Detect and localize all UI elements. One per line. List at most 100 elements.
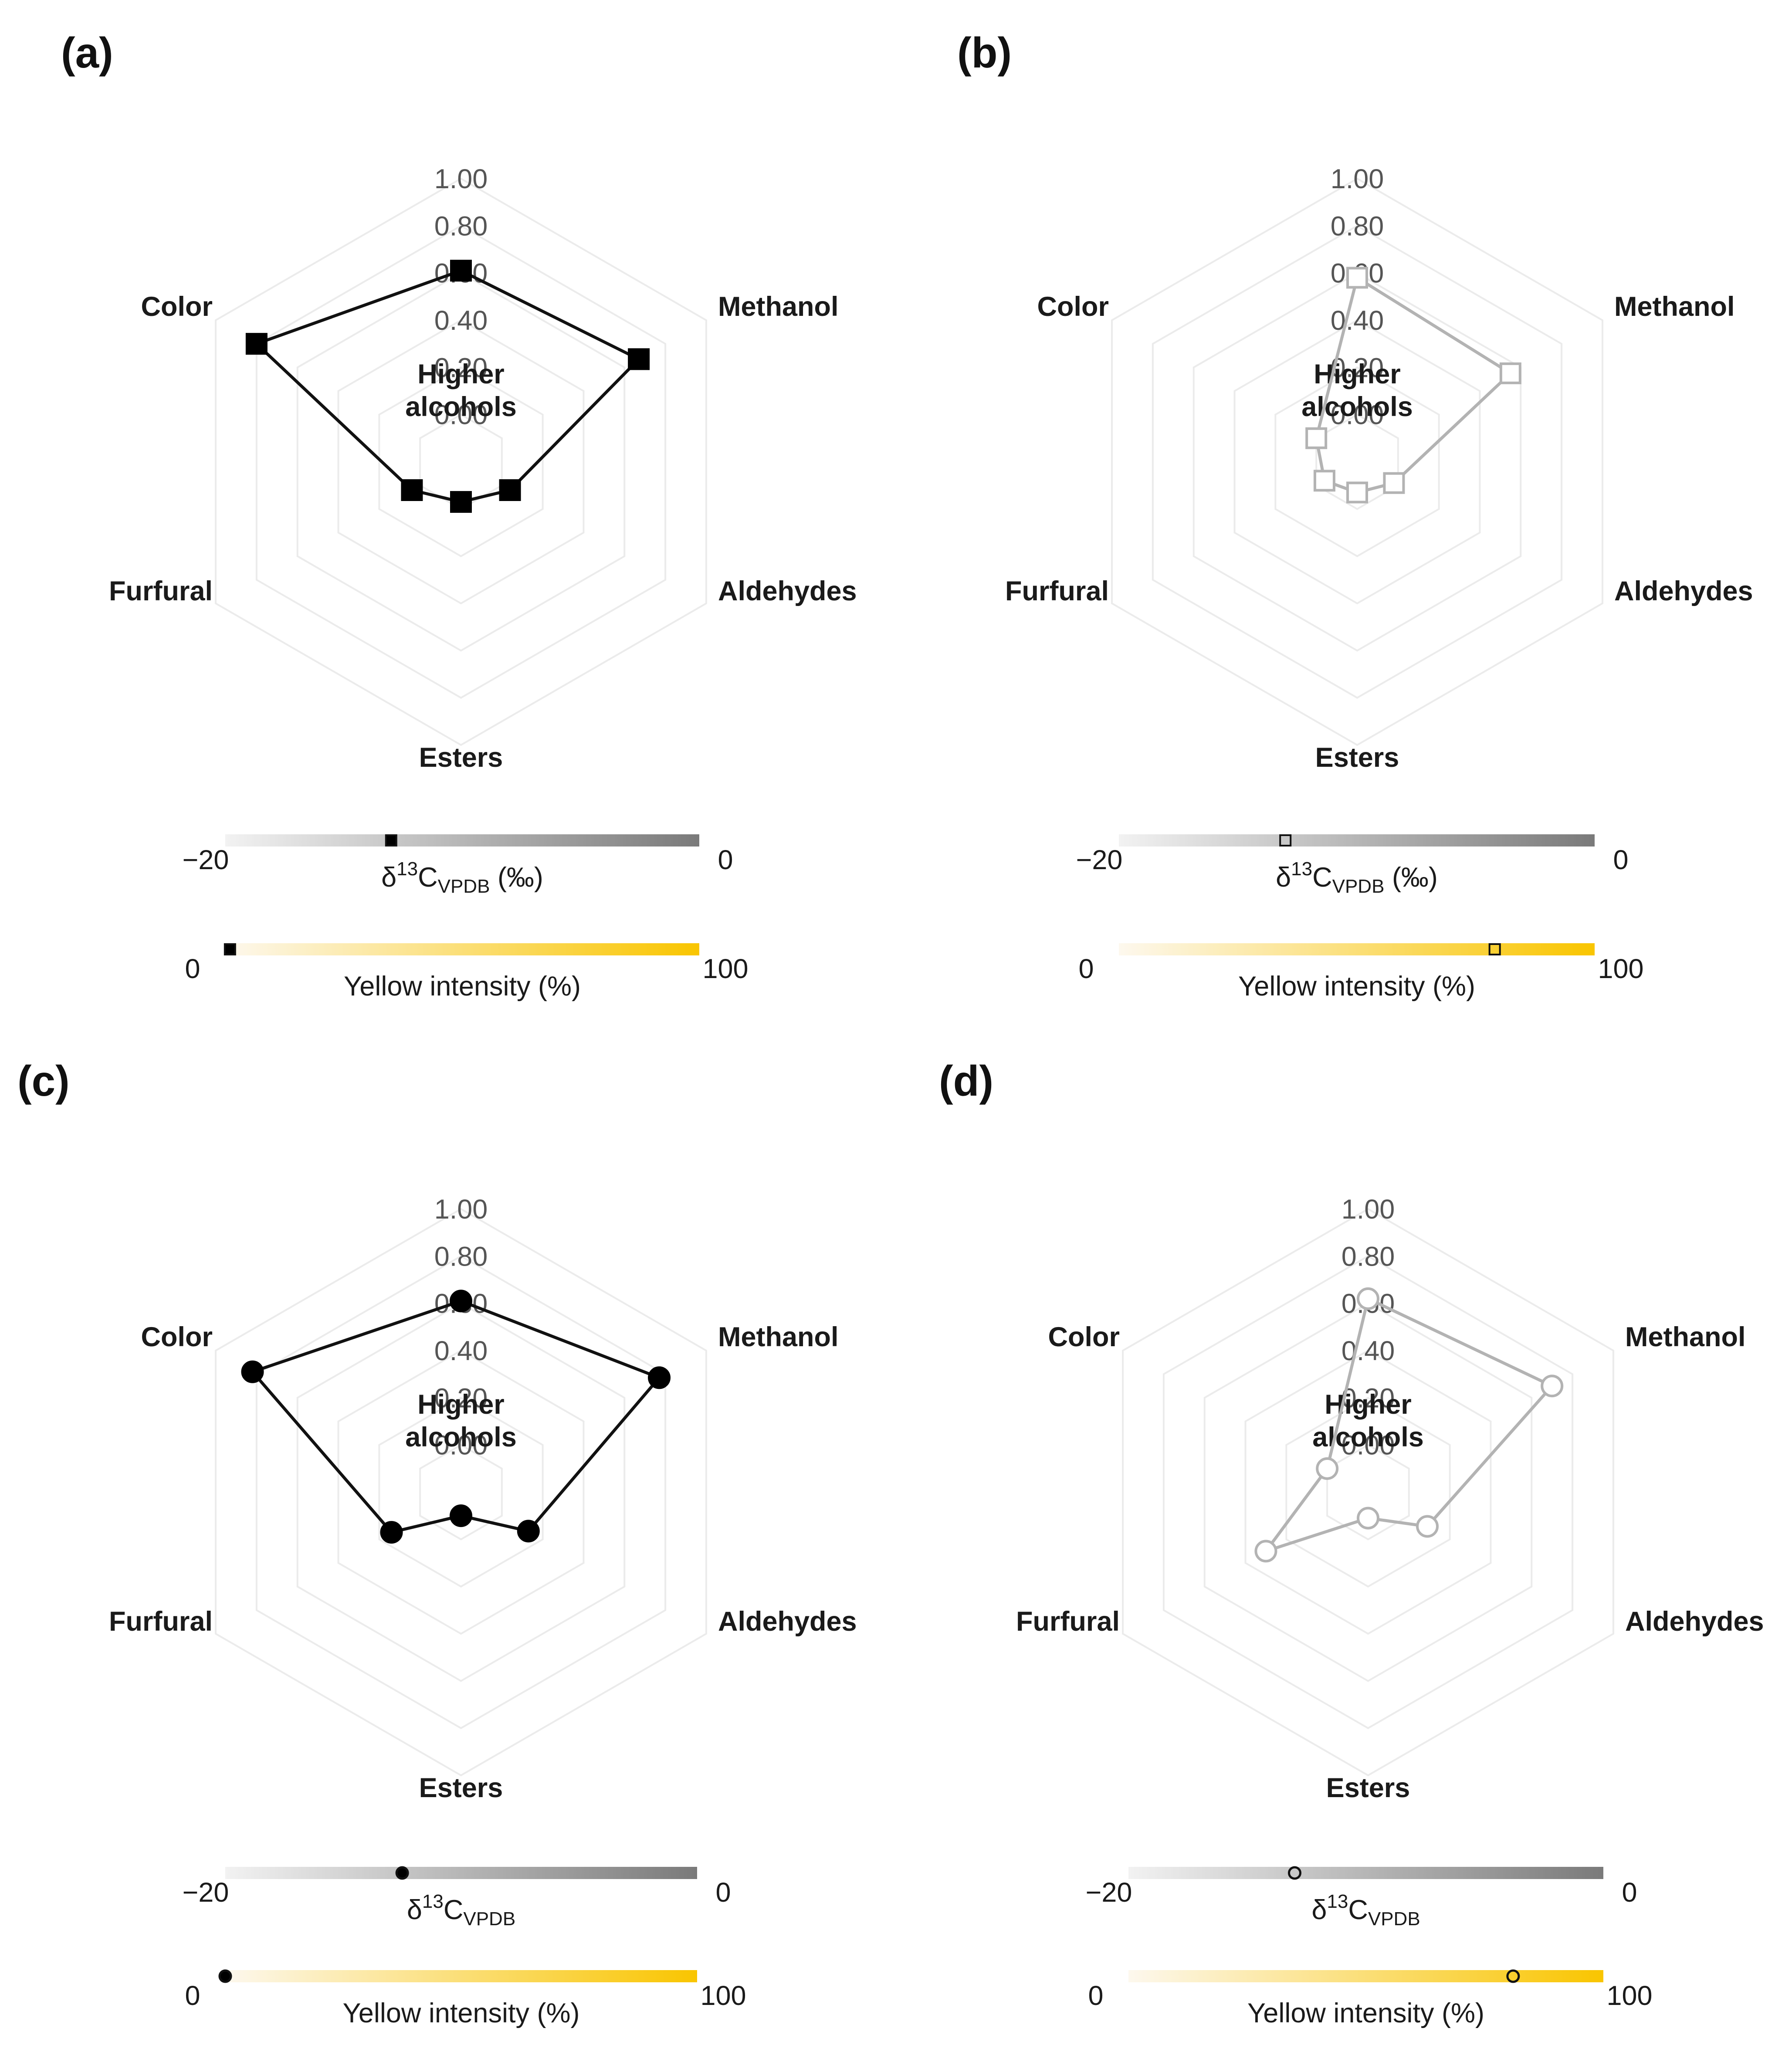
scale-min-label: 0: [1088, 1981, 1103, 2011]
data-point: [241, 1360, 264, 1383]
radar-panel: (c)1.000.800.600.400.200.00Higheralcohol…: [17, 1057, 857, 2028]
axis-label: Higher: [1314, 359, 1401, 389]
tick-label: 0.20: [1331, 352, 1384, 383]
axis-label: Color: [1037, 291, 1109, 322]
yellow-scale-bar: [1128, 1970, 1603, 1982]
d13c-scale-bar: [1119, 834, 1595, 847]
data-point: [1416, 1515, 1439, 1538]
tick-label: 0.00: [1331, 400, 1384, 430]
scale-marker: [1288, 1866, 1301, 1880]
data-point: [628, 348, 650, 370]
scale-title: δ13CVPDB: [1311, 1891, 1420, 1930]
grid-ring: [1274, 366, 1440, 557]
data-point: [380, 1521, 403, 1544]
axis-label: Color: [141, 291, 213, 322]
tick-label: 0.20: [434, 352, 488, 383]
axis-label: Esters: [1326, 1773, 1410, 1803]
d13c-scale-bar: [1128, 1867, 1603, 1879]
data-point: [1305, 427, 1328, 449]
scale-min-label: −20: [183, 1877, 229, 1908]
axis-label: Furfural: [109, 576, 213, 606]
scale-max-label: 100: [700, 1981, 746, 2011]
axis-label: Methanol: [1614, 291, 1735, 322]
data-point: [1316, 1457, 1339, 1480]
tick-label: 0.40: [1341, 1336, 1395, 1366]
scale-min-label: −20: [1086, 1877, 1132, 1908]
data-point: [1383, 472, 1405, 494]
grid-ring: [296, 1302, 626, 1682]
scale-max-label: 0: [718, 845, 733, 875]
scale-min-label: −20: [1076, 845, 1123, 875]
scale-marker: [1488, 943, 1501, 955]
yellow-scale-bar: [225, 1970, 697, 1982]
scale-max-label: 0: [715, 1877, 731, 1908]
axis-label: Aldehydes: [718, 1606, 857, 1637]
tick-label: 1.00: [1341, 1194, 1395, 1225]
axis-label: Higher: [417, 1389, 505, 1420]
panel-label: (a): [61, 29, 113, 77]
data-point: [499, 479, 521, 501]
data-point: [1499, 362, 1521, 384]
radar-panel: (a)1.000.800.600.400.200.00Higheralcohol…: [61, 29, 857, 1002]
axis-label: Higher: [1325, 1389, 1412, 1420]
grid-ring: [337, 319, 585, 605]
tick-label: 0.40: [434, 305, 488, 336]
scale-title: Yellow intensity (%): [1247, 1998, 1484, 2028]
grid-ring: [337, 1349, 585, 1635]
axis-label: Furfural: [109, 1606, 213, 1637]
tick-label: 0.80: [1331, 211, 1384, 241]
axis-label: alcohols: [405, 1422, 517, 1453]
data-point: [1313, 470, 1335, 492]
scale-max-label: 100: [702, 954, 748, 984]
scale-min-label: 0: [185, 1981, 200, 2011]
scale-min-label: −20: [183, 845, 229, 875]
grid-ring: [378, 1397, 544, 1588]
grid-ring: [1111, 177, 1603, 746]
data-point: [1357, 1507, 1379, 1530]
scale-max-label: 100: [1606, 1981, 1652, 2011]
scale-marker: [1506, 1969, 1520, 1983]
grid-ring: [419, 1444, 503, 1541]
tick-label: 1.00: [1331, 164, 1384, 194]
grid-ring: [1244, 1349, 1492, 1635]
d13c-scale-bar: [225, 1867, 697, 1879]
grid-ring: [215, 177, 707, 746]
data-point: [1254, 1540, 1277, 1563]
panel-label: (d): [939, 1057, 993, 1105]
axis-label: alcohols: [1301, 392, 1413, 422]
scale-min-label: 0: [1078, 954, 1094, 984]
data-point: [648, 1366, 671, 1389]
scale-max-label: 100: [1598, 954, 1643, 984]
grid-ring: [215, 1208, 707, 1777]
data-point: [1346, 267, 1368, 289]
grid-ring: [255, 225, 667, 699]
yellow-scale-bar: [225, 943, 699, 955]
scale-marker: [1279, 834, 1292, 847]
scale-min-label: 0: [185, 954, 200, 984]
tick-label: 0.40: [434, 1336, 488, 1366]
tick-label: 0.20: [1341, 1383, 1395, 1413]
scale-title: Yellow intensity (%): [344, 971, 581, 1002]
grid-ring: [378, 366, 544, 557]
tick-label: 0.00: [1341, 1430, 1395, 1461]
scale-marker: [224, 943, 236, 955]
panel-label: (b): [957, 29, 1012, 77]
grid-ring: [1203, 1302, 1533, 1682]
grid-ring: [1233, 319, 1481, 605]
data-point: [245, 333, 268, 355]
axis-label: Color: [141, 1322, 213, 1352]
data-point: [1541, 1375, 1564, 1398]
scale-marker: [385, 834, 397, 847]
axis-label: Methanol: [718, 291, 839, 322]
axis-label: Esters: [419, 1773, 503, 1803]
tick-label: 1.00: [434, 164, 488, 194]
grid-ring: [1122, 1208, 1614, 1777]
tick-label: 0.20: [434, 1383, 488, 1413]
data-point: [450, 1290, 472, 1313]
grid-ring: [255, 1255, 667, 1729]
data-point: [450, 1504, 472, 1527]
tick-label: 0.80: [1341, 1241, 1395, 1272]
grid-ring: [1162, 1255, 1574, 1729]
axis-label: Esters: [419, 742, 503, 773]
